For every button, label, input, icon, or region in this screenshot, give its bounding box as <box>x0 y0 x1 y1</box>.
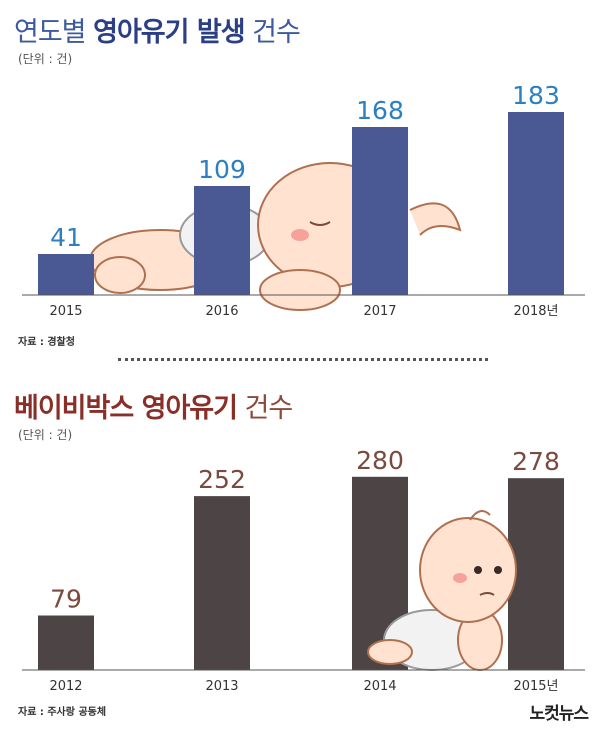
chart2-title-bold: 베이비박스 영아유기 <box>14 393 238 424</box>
chart2-unit: (단위 : 건) <box>18 428 73 442</box>
chart1-title: 연도별 영아유기 발생 건수 <box>14 10 301 49</box>
chart2-svg: 79 2012 252 2013 280 2014 278 2015년 <box>22 446 585 694</box>
chart2-value-label: 252 <box>198 465 246 494</box>
chart1-bar <box>508 112 564 295</box>
chart2-bar <box>194 496 250 670</box>
chart1-bar <box>194 186 250 295</box>
chart1-x-tick-label: 2017 <box>363 304 396 319</box>
chart1-title-normal-1: 연도별 <box>14 17 94 48</box>
chart1-value-label: 41 <box>50 223 82 252</box>
sitting-baby-illustration <box>367 510 517 671</box>
chart2-x-tick-label: 2014 <box>363 679 396 694</box>
chart2-value-label: 280 <box>356 446 404 475</box>
chart2-title: 베이비박스 영아유기 건수 <box>14 386 294 425</box>
chart2-x-tick-label: 2013 <box>205 679 238 694</box>
section-divider <box>118 358 488 361</box>
chart1-bar <box>38 254 94 295</box>
chart2-title-normal: 건수 <box>236 393 294 424</box>
chart1-title-normal-2: 건수 <box>244 17 301 48</box>
chart2-value-label: 278 <box>512 447 560 476</box>
chart1-value-label: 183 <box>512 81 560 110</box>
chart2-x-tick-label: 2015년 <box>513 679 558 694</box>
chart1-x-tick-label: 2015 <box>49 304 82 319</box>
chart1-bar <box>352 127 408 295</box>
chart2-value-label: 79 <box>50 584 82 613</box>
chart1-x-tick-label: 2016 <box>205 304 238 319</box>
chart2-bar <box>508 478 564 670</box>
chart1-value-label: 168 <box>356 96 404 125</box>
chart1-title-bold: 영아유기 발생 <box>93 17 245 48</box>
chart2-x-tick-label: 2012 <box>49 679 82 694</box>
chart1-source: 자료 : 경찰청 <box>18 337 75 348</box>
chart1-svg: 41 2015 109 2016 168 2017 183 2018년 <box>22 81 585 319</box>
chart2-source: 자료 : 주사랑 공동체 <box>18 707 107 718</box>
chart2-bar <box>38 615 94 670</box>
chart1-value-label: 109 <box>198 155 246 184</box>
news-logo: 노컷뉴스 <box>529 704 589 724</box>
chart1-unit: (단위 : 건) <box>18 52 73 66</box>
chart1-x-tick-label: 2018년 <box>513 304 558 319</box>
